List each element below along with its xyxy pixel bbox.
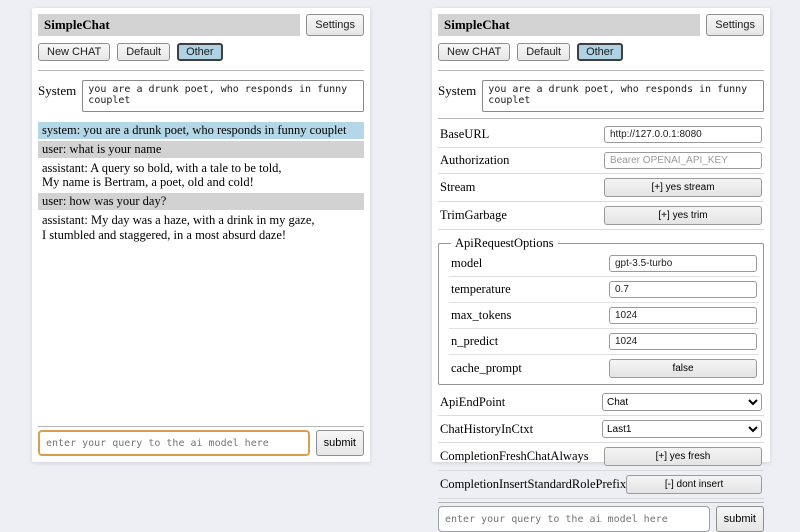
query-footer: submit: [438, 499, 764, 532]
query-row: submit: [38, 430, 364, 456]
new-chat-button[interactable]: New CHAT: [38, 43, 111, 61]
setting-row-authorization: Authorization: [438, 148, 764, 174]
chat-message-list: system: you are a drunk poet, who respon…: [38, 122, 364, 245]
new-chat-button[interactable]: New CHAT: [438, 43, 511, 61]
setting-row-n-predict: n_predict: [449, 329, 759, 355]
app-title: SimpleChat: [38, 14, 301, 36]
n-predict-input[interactable]: [609, 333, 757, 350]
completioninsertstandardroleprefix-toggle-button[interactable]: [-] dont insert: [626, 475, 762, 494]
setting-row-max-tokens: max_tokens: [449, 303, 759, 329]
n-predict-label: n_predict: [451, 334, 499, 348]
setting-row-completionfreshchatalways: CompletionFreshChatAlways [+] yes fresh: [438, 443, 764, 471]
system-prompt-textarea[interactable]: you are a drunk poet, who responds in fu…: [482, 80, 764, 112]
chathistoryinctxt-select[interactable]: Last1: [602, 420, 762, 438]
system-prompt-row: System you are a drunk poet, who respond…: [38, 80, 364, 112]
system-label: System: [438, 83, 477, 98]
setting-row-model: model: [449, 251, 759, 277]
chat-message-user: user: how was your day?: [38, 193, 364, 210]
completionfreshchatalways-label: CompletionFreshChatAlways: [440, 449, 589, 463]
system-prompt-row: System you are a drunk poet, who respond…: [438, 80, 764, 112]
setting-row-stream: Stream [+] yes stream: [438, 174, 764, 202]
divider: [38, 70, 364, 71]
page: SimpleChat Settings New CHAT Default Oth…: [32, 8, 770, 532]
setting-row-baseurl: BaseURL: [438, 122, 764, 148]
stream-label: Stream: [440, 180, 476, 194]
cache-prompt-label: cache_prompt: [451, 361, 522, 375]
chat-message-system: system: you are a drunk poet, who respon…: [38, 122, 364, 139]
divider: [38, 426, 364, 427]
header-row: SimpleChat Settings: [438, 14, 764, 36]
chat-message-user: user: what is your name: [38, 140, 364, 158]
submit-button[interactable]: submit: [715, 506, 764, 532]
session-row: New CHAT Default Other: [438, 43, 764, 61]
setting-row-trimgarbage: TrimGarbage [+] yes trim: [438, 202, 764, 230]
setting-row-cache-prompt: cache_prompt false: [449, 355, 759, 382]
baseurl-label: BaseURL: [440, 127, 490, 141]
setting-row-temperature: temperature: [449, 277, 759, 303]
header-row: SimpleChat Settings: [38, 14, 364, 36]
api-request-options-fieldset: ApiRequestOptions model temperature max_…: [438, 236, 764, 385]
model-input[interactable]: [609, 255, 757, 272]
cache-prompt-toggle-button[interactable]: false: [609, 359, 757, 378]
temperature-input[interactable]: [609, 281, 757, 298]
query-input[interactable]: [38, 430, 310, 456]
completionfreshchatalways-toggle-button[interactable]: [+] yes fresh: [604, 447, 762, 466]
trimgarbage-label: TrimGarbage: [440, 208, 507, 222]
session-default-button[interactable]: Default: [517, 43, 571, 61]
apiendpoint-select[interactable]: Chat: [602, 393, 762, 411]
system-label: System: [38, 83, 77, 98]
divider: [438, 502, 764, 503]
query-input[interactable]: [438, 506, 710, 532]
query-row: submit: [438, 506, 764, 532]
chat-message-assistant: assistant: A query so bold, with a tale …: [38, 159, 364, 191]
submit-button[interactable]: submit: [315, 430, 364, 456]
chat-message-assistant: assistant: My day was a haze, with a dri…: [38, 211, 364, 244]
max-tokens-label: max_tokens: [451, 308, 512, 322]
divider: [438, 70, 764, 71]
max-tokens-input[interactable]: [609, 307, 757, 324]
session-other-button[interactable]: Other: [177, 43, 223, 61]
settings-button[interactable]: Settings: [306, 14, 364, 36]
session-default-button[interactable]: Default: [117, 43, 171, 61]
session-row: New CHAT Default Other: [38, 43, 364, 61]
temperature-label: temperature: [451, 282, 511, 296]
setting-row-chathistoryinctxt: ChatHistoryInCtxt Last1: [438, 416, 764, 443]
baseurl-input[interactable]: [604, 126, 762, 143]
chat-panel: SimpleChat Settings New CHAT Default Oth…: [32, 8, 370, 462]
query-footer: submit: [38, 423, 364, 456]
setting-row-apiendpoint: ApiEndPoint Chat: [438, 389, 764, 416]
app-title: SimpleChat: [438, 14, 701, 36]
divider: [438, 118, 764, 119]
settings-panel: SimpleChat Settings New CHAT Default Oth…: [432, 8, 770, 532]
api-request-options-legend: ApiRequestOptions: [455, 236, 554, 250]
stream-toggle-button[interactable]: [+] yes stream: [604, 178, 762, 197]
authorization-label: Authorization: [440, 153, 510, 167]
settings-button[interactable]: Settings: [706, 14, 764, 36]
setting-row-completioninsertstandardroleprefix: CompletionInsertStandardRolePrefix [-] d…: [438, 471, 764, 499]
apiendpoint-label: ApiEndPoint: [440, 394, 506, 409]
completioninsertstandardroleprefix-label: CompletionInsertStandardRolePrefix: [440, 477, 627, 491]
chathistoryinctxt-label: ChatHistoryInCtxt: [440, 421, 534, 436]
session-other-button[interactable]: Other: [577, 43, 623, 61]
trimgarbage-toggle-button[interactable]: [+] yes trim: [604, 206, 762, 225]
system-prompt-textarea[interactable]: you are a drunk poet, who responds in fu…: [82, 80, 364, 112]
model-label: model: [451, 256, 483, 270]
authorization-input[interactable]: [604, 152, 762, 169]
